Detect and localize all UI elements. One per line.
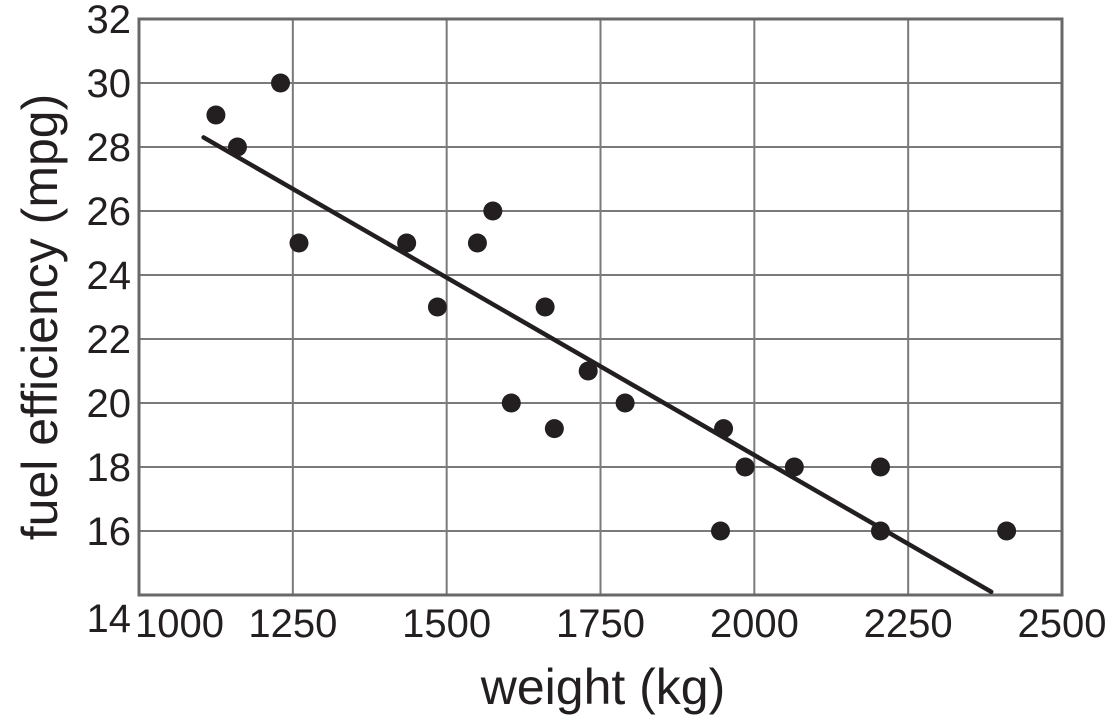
data-point bbox=[615, 393, 635, 413]
data-point bbox=[997, 521, 1017, 541]
y-tick-label: 24 bbox=[87, 254, 132, 298]
data-point bbox=[535, 297, 555, 317]
y-tick-label: 30 bbox=[87, 62, 132, 106]
tick-labels-layer: 1000 1250 1500 1750 2000 2250 2500 32 30 28 26 24 22… bbox=[87, 0, 1107, 646]
data-point bbox=[578, 361, 598, 381]
x-tick-label: 2000 bbox=[710, 602, 799, 646]
data-point bbox=[501, 393, 521, 413]
trend-line bbox=[201, 135, 994, 595]
x-tick-label: 1750 bbox=[556, 602, 645, 646]
data-point bbox=[544, 419, 564, 439]
data-point bbox=[714, 419, 734, 439]
x-tick-label: 2250 bbox=[864, 602, 953, 646]
y-tick-label: 26 bbox=[87, 190, 132, 234]
data-point bbox=[206, 105, 226, 125]
y-tick-label: 18 bbox=[87, 446, 132, 490]
plot-border-layer bbox=[137, 17, 1064, 597]
data-point bbox=[870, 521, 890, 541]
y-tick-label: 14 bbox=[87, 597, 132, 641]
data-point bbox=[735, 457, 755, 477]
y-tick-label: 16 bbox=[87, 510, 132, 554]
y-axis-label: fuel efficiency (mpg) bbox=[12, 94, 68, 540]
y-tick-label: 20 bbox=[87, 382, 132, 426]
y-tick-label: 28 bbox=[87, 126, 132, 170]
plot-border bbox=[137, 17, 1064, 597]
data-point bbox=[784, 457, 804, 477]
data-point bbox=[227, 137, 247, 157]
data-point bbox=[271, 73, 291, 93]
data-point bbox=[397, 233, 417, 253]
data-point bbox=[710, 521, 730, 541]
x-tick-label: 2500 bbox=[1018, 602, 1107, 646]
data-points-layer bbox=[206, 73, 1017, 541]
x-axis-label: weight (kg) bbox=[480, 659, 726, 715]
y-tick-label: 32 bbox=[87, 0, 132, 42]
data-point bbox=[870, 457, 890, 477]
data-point bbox=[467, 233, 487, 253]
x-tick-label: 1500 bbox=[402, 602, 491, 646]
y-tick-label: 22 bbox=[87, 318, 132, 362]
data-point bbox=[289, 233, 309, 253]
x-tick-label: 1000 bbox=[135, 602, 224, 646]
trend-line-layer bbox=[201, 135, 994, 595]
data-point bbox=[427, 297, 447, 317]
gridlines-layer bbox=[138, 18, 1063, 596]
data-point bbox=[483, 201, 503, 221]
x-tick-label: 1250 bbox=[248, 602, 337, 646]
